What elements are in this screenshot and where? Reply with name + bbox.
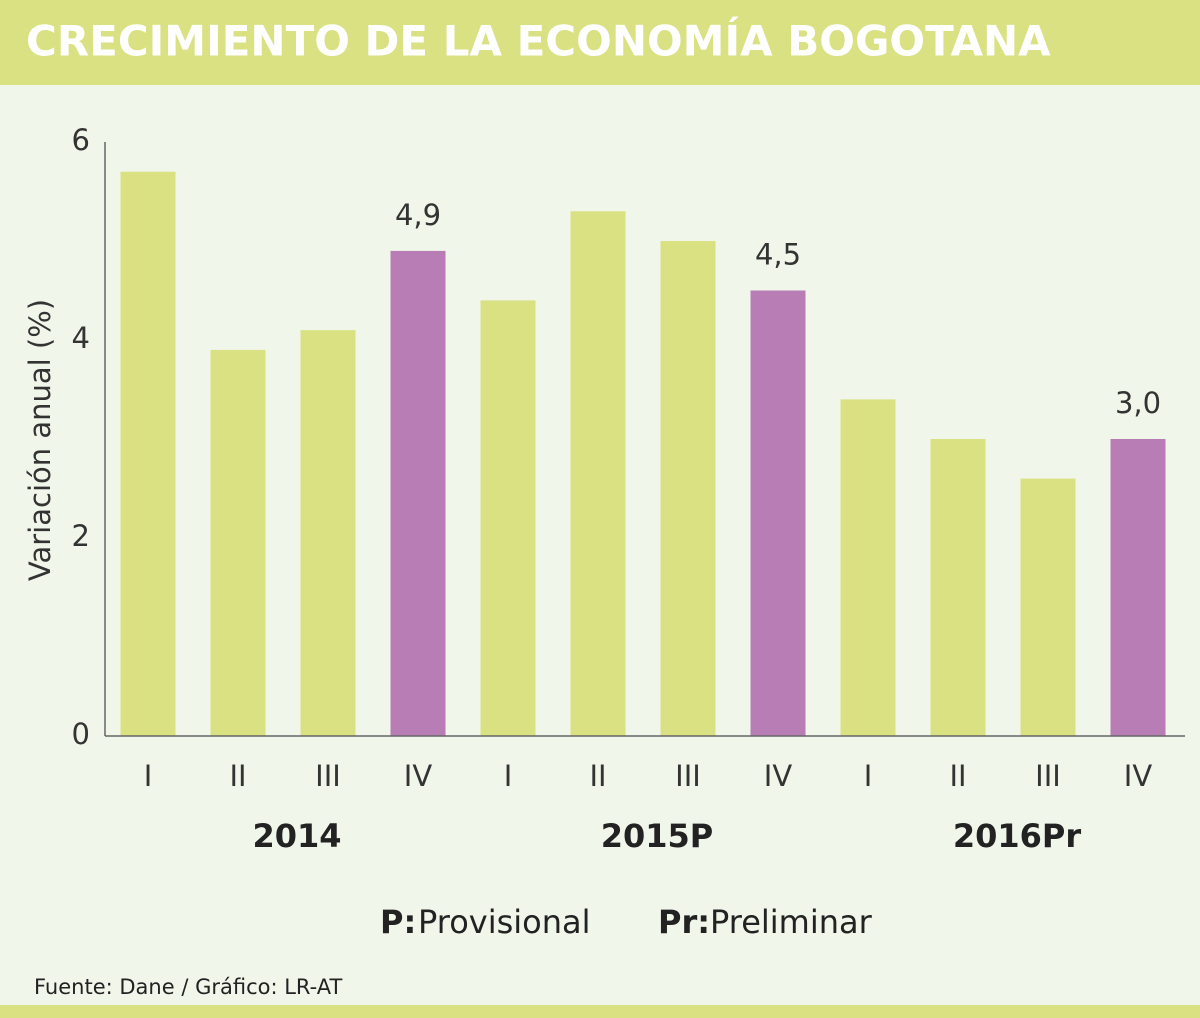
y-tick-label: 0 (72, 717, 90, 751)
bar (840, 399, 896, 736)
bar (300, 330, 356, 736)
x-tick-label: II (589, 759, 606, 793)
footer-band (0, 1005, 1200, 1018)
value-label: 3,0 (1115, 386, 1161, 420)
bar (750, 290, 806, 736)
group-label: 2014 (252, 817, 341, 855)
note-text: Preliminar (710, 903, 873, 941)
bar (390, 250, 446, 736)
y-tick-label: 6 (72, 123, 90, 157)
value-label: 4,5 (755, 238, 801, 272)
y-axis-label: Variación anual (%) (23, 299, 57, 581)
x-tick-label: I (504, 759, 513, 793)
x-tick-label: III (315, 759, 341, 793)
note-key: P: (380, 903, 416, 941)
bar (1020, 478, 1076, 736)
group-label: 2016Pr (953, 817, 1082, 855)
x-tick-label: III (1035, 759, 1061, 793)
x-tick-label: I (864, 759, 873, 793)
header-band (0, 0, 1200, 85)
x-tick-label: II (949, 759, 966, 793)
bar (1110, 439, 1166, 736)
bar (930, 439, 986, 736)
bar (660, 241, 716, 736)
x-tick-label: I (144, 759, 153, 793)
bar (480, 300, 536, 736)
chart-title: CRECIMIENTO DE LA ECONOMÍA BOGOTANA (26, 16, 1051, 66)
x-tick-label: II (229, 759, 246, 793)
group-label: 2015P (601, 817, 714, 855)
x-tick-label: IV (764, 759, 793, 793)
bar (210, 349, 266, 736)
bar (570, 211, 626, 737)
x-tick-label: IV (1124, 759, 1153, 793)
note-key: Pr: (658, 903, 710, 941)
value-label: 4,9 (395, 198, 441, 232)
bar (120, 171, 176, 736)
y-tick-label: 4 (72, 321, 90, 355)
x-tick-label: IV (404, 759, 433, 793)
y-tick-label: 2 (72, 519, 90, 553)
note-text: Provisional (418, 903, 591, 941)
x-tick-label: III (675, 759, 701, 793)
source: Fuente: Dane / Gráfico: LR-AT (34, 975, 343, 999)
